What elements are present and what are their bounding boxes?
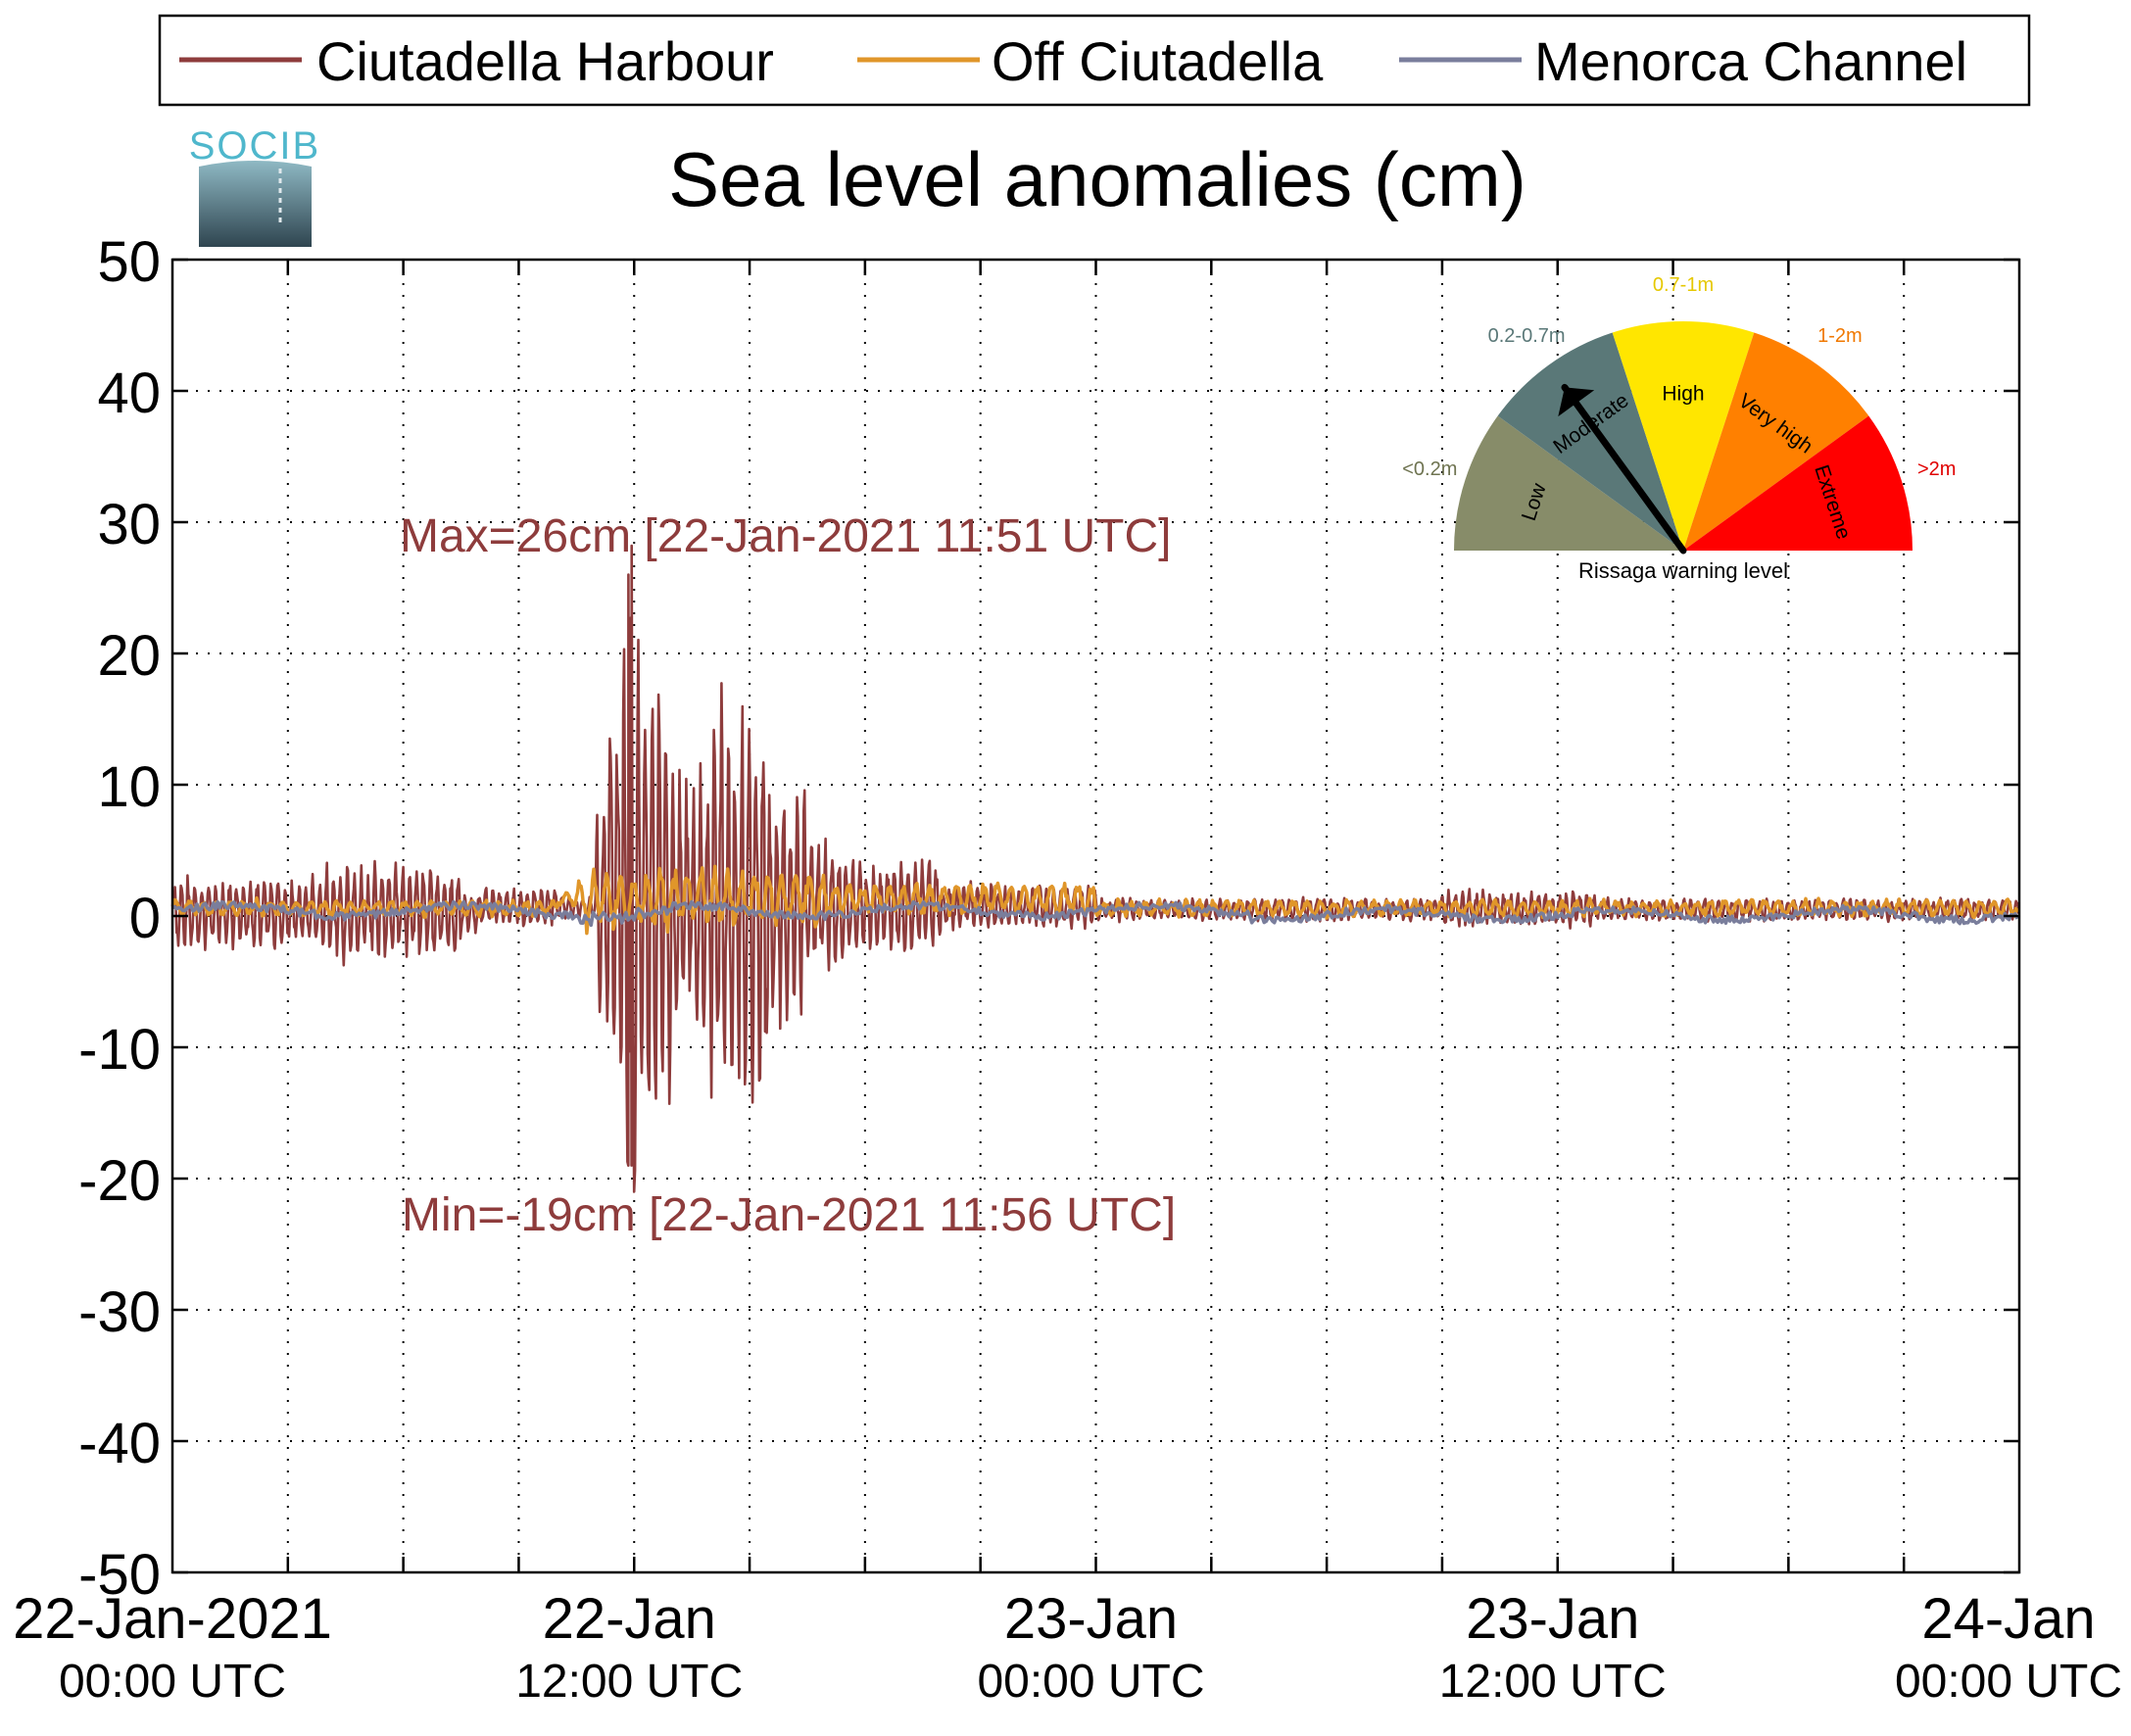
gauge-sector	[1497, 332, 1683, 551]
y-tick-label: -20	[78, 1149, 161, 1213]
y-tick-label: -10	[78, 1018, 161, 1082]
series-line-menorca-channel	[171, 899, 2019, 928]
gauge-range-label: 0.7-1m	[1653, 274, 1714, 296]
min-annotation: Min=-19cm [22-Jan-2021 11:56 UTC]	[402, 1189, 1176, 1241]
legend-label-ciutadella-harbour: Ciutadella Harbour	[316, 30, 774, 92]
gauge-title: Rissaga warning level	[1578, 558, 1788, 583]
gauge-sector-label: High	[1662, 382, 1704, 405]
chart-title: Sea level anomalies (cm)	[668, 136, 1526, 222]
y-tick-label: -30	[78, 1280, 161, 1344]
max-annotation: Max=26cm [22-Jan-2021 11:51 UTC]	[400, 510, 1172, 562]
x-tick-label-date: 22-Jan-2021	[13, 1587, 332, 1651]
gauge-sector	[1454, 415, 1683, 551]
socib-logo: SOCIB	[189, 124, 320, 247]
legend-label-menorca-channel: Menorca Channel	[1534, 30, 1967, 92]
x-tick-label-time: 00:00 UTC	[977, 1656, 1204, 1708]
gauge-range-label: 0.2-0.7m	[1488, 325, 1566, 347]
legend: Ciutadella Harbour Off Ciutadella Menorc…	[158, 14, 2031, 107]
y-tick-label: 40	[97, 362, 161, 425]
gauge-sector	[1683, 415, 1913, 551]
series-line-off-ciutadella	[170, 864, 2020, 936]
tick-marks	[172, 258, 2019, 1574]
x-tick-label-date: 23-Jan	[1004, 1587, 1178, 1651]
y-tick-label: 30	[97, 493, 161, 556]
y-tick-label: 50	[97, 230, 161, 294]
y-tick-labels: 50 40 30 20 10 0 -10 -20 -30 -40 -50	[78, 230, 161, 1607]
x-tick-label-time: 12:00 UTC	[515, 1656, 743, 1708]
x-tick-label-date: 24-Jan	[1921, 1587, 2095, 1651]
logo-text: SOCIB	[189, 124, 320, 168]
gauge-range-label: >2m	[1917, 458, 1956, 480]
x-tick-label-time: 00:00 UTC	[59, 1656, 286, 1708]
y-tick-label: 10	[97, 755, 161, 819]
gauge-needle	[1561, 383, 1687, 555]
legend-box	[158, 14, 2031, 107]
y-tick-label: -40	[78, 1412, 161, 1475]
gauge-range-label: 1-2m	[1817, 325, 1863, 347]
x-tick-label-time: 00:00 UTC	[1895, 1656, 2122, 1708]
y-tick-label: 20	[97, 624, 161, 688]
gridlines	[172, 260, 2019, 1572]
y-tick-label: 0	[129, 887, 161, 950]
x-tick-label-date: 23-Jan	[1466, 1587, 1639, 1651]
y-tick-label: -50	[78, 1543, 161, 1607]
x-tick-label-date: 22-Jan	[543, 1587, 716, 1651]
series-layer	[170, 544, 2020, 1193]
legend-label-off-ciutadella: Off Ciutadella	[992, 30, 1324, 92]
gauge-needle-head	[1558, 387, 1595, 417]
gauge-sector	[1612, 321, 1755, 551]
gauge-sector	[1683, 332, 1869, 551]
gauge-range-label: <0.2m	[1402, 458, 1457, 480]
x-tick-label-time: 12:00 UTC	[1439, 1656, 1667, 1708]
